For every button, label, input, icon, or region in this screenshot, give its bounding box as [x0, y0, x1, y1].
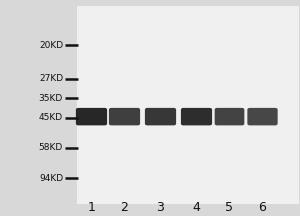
FancyBboxPatch shape — [145, 108, 176, 125]
Text: 45KD: 45KD — [39, 113, 63, 122]
Text: 4: 4 — [193, 201, 200, 214]
Text: 35KD: 35KD — [39, 94, 63, 103]
Text: 3: 3 — [157, 201, 164, 214]
Text: 6: 6 — [259, 201, 266, 214]
Text: 20KD: 20KD — [39, 41, 63, 50]
Text: 2: 2 — [121, 201, 128, 214]
FancyBboxPatch shape — [109, 108, 140, 125]
FancyBboxPatch shape — [181, 108, 212, 125]
FancyBboxPatch shape — [215, 108, 244, 125]
Text: 94KD: 94KD — [39, 174, 63, 183]
Bar — [76, 6, 298, 204]
Text: 27KD: 27KD — [39, 74, 63, 83]
Text: 58KD: 58KD — [39, 143, 63, 152]
Text: 1: 1 — [88, 201, 95, 214]
FancyBboxPatch shape — [76, 108, 107, 125]
Text: 5: 5 — [226, 201, 233, 214]
FancyBboxPatch shape — [247, 108, 278, 125]
